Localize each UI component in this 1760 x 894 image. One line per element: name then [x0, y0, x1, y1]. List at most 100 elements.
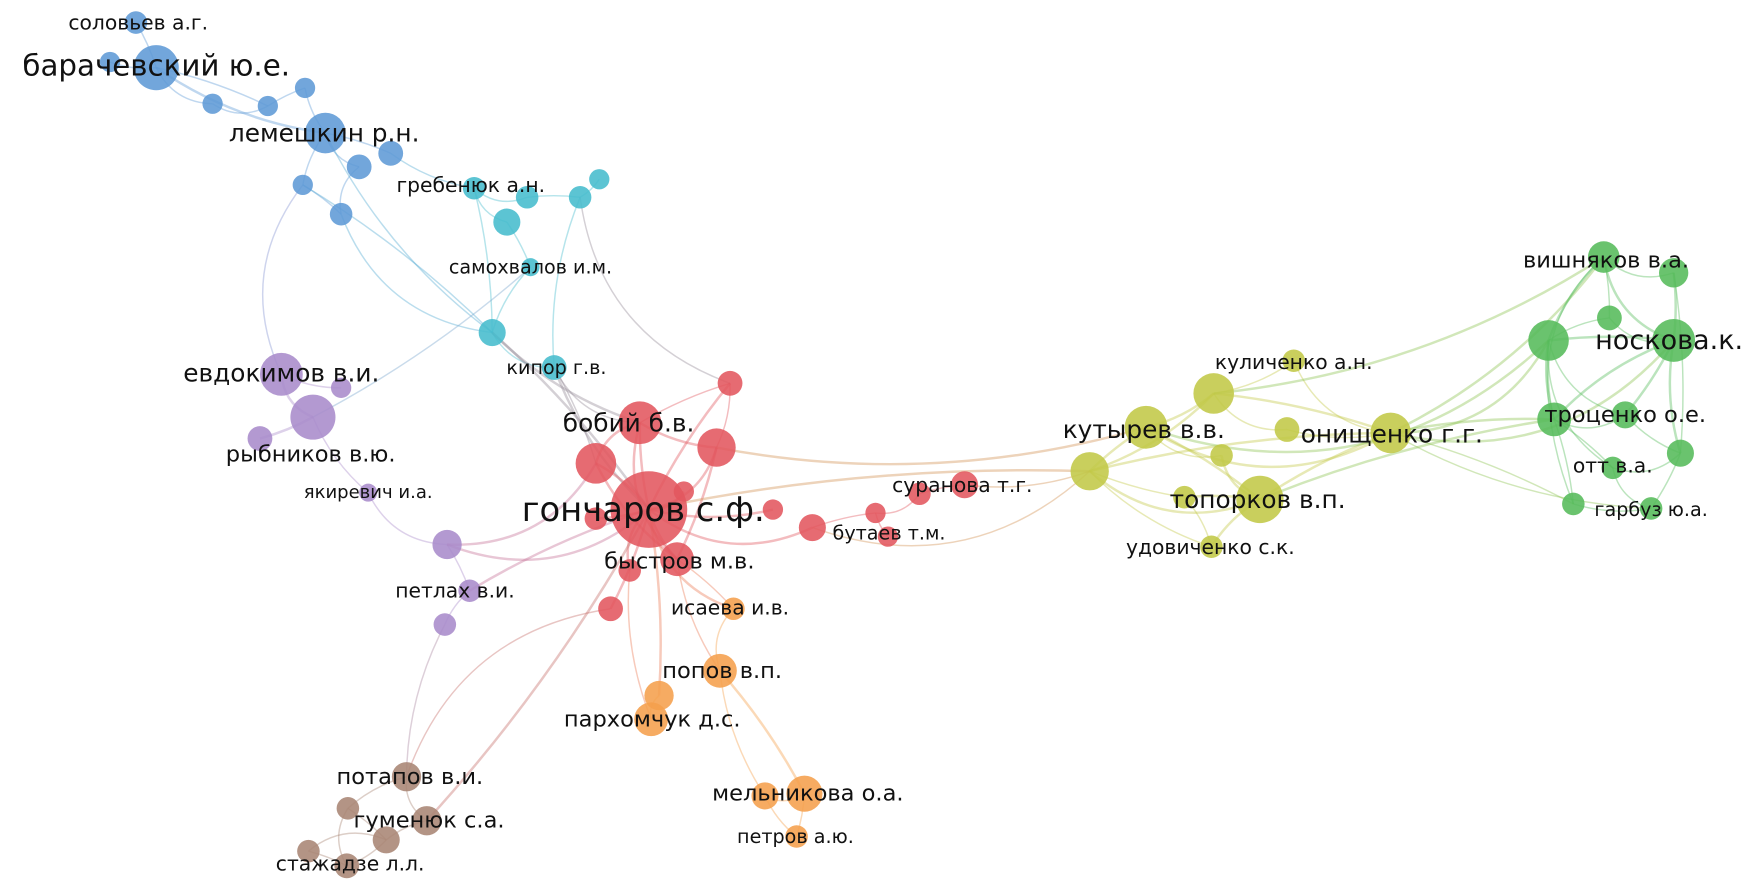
node-g4[interactable] — [1528, 320, 1569, 361]
node-label[interactable]: гарбуз ю.а. — [1594, 498, 1707, 521]
node-y5[interactable] — [1274, 417, 1300, 442]
node-y6[interactable] — [1210, 444, 1233, 467]
node-mel[interactable] — [786, 775, 823, 812]
node-r5[interactable] — [717, 370, 743, 396]
node-label[interactable]: гончаров с.ф. — [522, 490, 765, 529]
node-vis[interactable] — [1587, 241, 1620, 273]
node-b2[interactable] — [99, 51, 121, 73]
node-sam[interactable] — [521, 258, 540, 277]
node-label[interactable]: петров а.ю. — [737, 825, 854, 848]
node-r14[interactable] — [865, 502, 886, 524]
node-b6[interactable] — [294, 77, 316, 99]
node-but[interactable] — [877, 526, 899, 547]
node-p3[interactable] — [290, 394, 336, 440]
node-g3[interactable] — [1597, 305, 1622, 331]
node-r4[interactable] — [697, 428, 736, 467]
node-label[interactable]: бутаев т.м. — [833, 522, 946, 545]
node-label[interactable]: петлах в.и. — [395, 579, 514, 603]
node-label[interactable]: удовиченко с.к. — [1126, 535, 1295, 559]
node-y1[interactable] — [1070, 452, 1109, 491]
node-y3[interactable] — [1193, 373, 1234, 414]
node-lem[interactable] — [305, 112, 346, 154]
node-kut[interactable] — [1124, 405, 1168, 449]
node-ptr[interactable] — [785, 825, 808, 848]
node-r10[interactable] — [618, 559, 641, 582]
node-label[interactable]: суранова т.г. — [892, 473, 1032, 497]
node-label[interactable]: лемешкин р.н. — [229, 119, 420, 148]
node-p2[interactable] — [330, 377, 352, 398]
node-label[interactable]: носкова.к. — [1595, 325, 1743, 356]
node-par[interactable] — [634, 702, 669, 737]
node-w2[interactable] — [336, 797, 360, 820]
node-g2[interactable] — [1659, 258, 1689, 288]
node-top[interactable] — [1236, 475, 1284, 524]
node-b11[interactable] — [329, 202, 353, 226]
node-sol[interactable] — [124, 11, 148, 34]
node-label[interactable]: якиревич и.а. — [304, 482, 433, 503]
node-r12[interactable] — [798, 514, 826, 542]
node-b5[interactable] — [257, 95, 278, 117]
node-label[interactable]: рыбников в.ю. — [226, 441, 396, 467]
node-y7[interactable] — [1173, 485, 1196, 509]
node-w5[interactable] — [297, 839, 320, 863]
node-label[interactable]: куличенко а.н. — [1215, 350, 1373, 374]
node-label[interactable]: исаева и.в. — [671, 596, 789, 620]
node-gum[interactable] — [412, 806, 442, 836]
node-c5[interactable] — [493, 208, 521, 236]
node-nos[interactable] — [1652, 319, 1696, 362]
node-kip[interactable] — [541, 355, 567, 380]
node-bar[interactable] — [133, 45, 179, 91]
node-label[interactable]: вишняков в.а. — [1523, 247, 1689, 273]
node-c2[interactable] — [515, 186, 539, 209]
node-b10[interactable] — [292, 174, 313, 196]
node-g8[interactable] — [1666, 439, 1694, 467]
node-b4[interactable] — [202, 93, 223, 114]
node-label[interactable]: соловьев а.г. — [68, 11, 208, 35]
node-label[interactable]: евдокимов в.и. — [183, 359, 379, 388]
node-tro[interactable] — [1537, 402, 1572, 437]
node-kul[interactable] — [1282, 349, 1306, 373]
node-label[interactable]: барачевский ю.е. — [22, 48, 290, 82]
node-label[interactable]: топорков в.п. — [1170, 485, 1346, 514]
node-bob[interactable] — [618, 401, 662, 445]
node-label[interactable]: стажадзе л.л. — [276, 852, 425, 876]
node-sur[interactable] — [951, 471, 979, 499]
node-c4[interactable] — [589, 169, 610, 190]
node-c3[interactable] — [568, 186, 592, 209]
node-gar[interactable] — [1639, 497, 1663, 520]
node-evd[interactable] — [259, 352, 303, 396]
node-pet[interactable] — [458, 579, 481, 603]
node-ryb[interactable] — [247, 426, 273, 451]
node-pop[interactable] — [703, 653, 737, 688]
node-label[interactable]: троценко о.е. — [1544, 402, 1706, 428]
node-label[interactable]: самохвалов и.м. — [449, 256, 612, 279]
node-label[interactable]: гуменюк с.а. — [354, 808, 505, 834]
node-label[interactable]: попов в.п. — [662, 658, 782, 684]
node-isa[interactable] — [722, 597, 745, 621]
node-c7[interactable] — [478, 319, 506, 347]
node-g7[interactable] — [1611, 401, 1639, 429]
node-label[interactable]: гребенюк а.н. — [396, 173, 545, 197]
node-label[interactable]: отт в.а. — [1573, 454, 1653, 478]
node-label[interactable]: онищенко г.г. — [1301, 420, 1483, 449]
node-label[interactable]: пархомчук д.с. — [564, 706, 741, 732]
node-ott[interactable] — [1601, 456, 1625, 480]
node-label[interactable]: мельникова о.а. — [712, 781, 903, 807]
node-o6[interactable] — [751, 782, 779, 810]
node-p8[interactable] — [433, 613, 457, 636]
node-pot[interactable] — [391, 762, 422, 792]
node-b8[interactable] — [346, 154, 372, 180]
node-r15[interactable] — [908, 482, 931, 506]
node-udo[interactable] — [1200, 535, 1223, 559]
node-r11[interactable] — [598, 596, 623, 622]
node-label[interactable]: быстров м.в. — [604, 548, 754, 574]
node-label[interactable]: бобий б.в. — [563, 408, 695, 437]
node-r7[interactable] — [673, 481, 694, 502]
node-oni[interactable] — [1370, 412, 1411, 454]
node-r3[interactable] — [575, 443, 617, 484]
node-r6[interactable] — [762, 499, 784, 520]
node-sta[interactable] — [334, 853, 360, 879]
node-label[interactable]: потапов в.и. — [337, 764, 484, 790]
